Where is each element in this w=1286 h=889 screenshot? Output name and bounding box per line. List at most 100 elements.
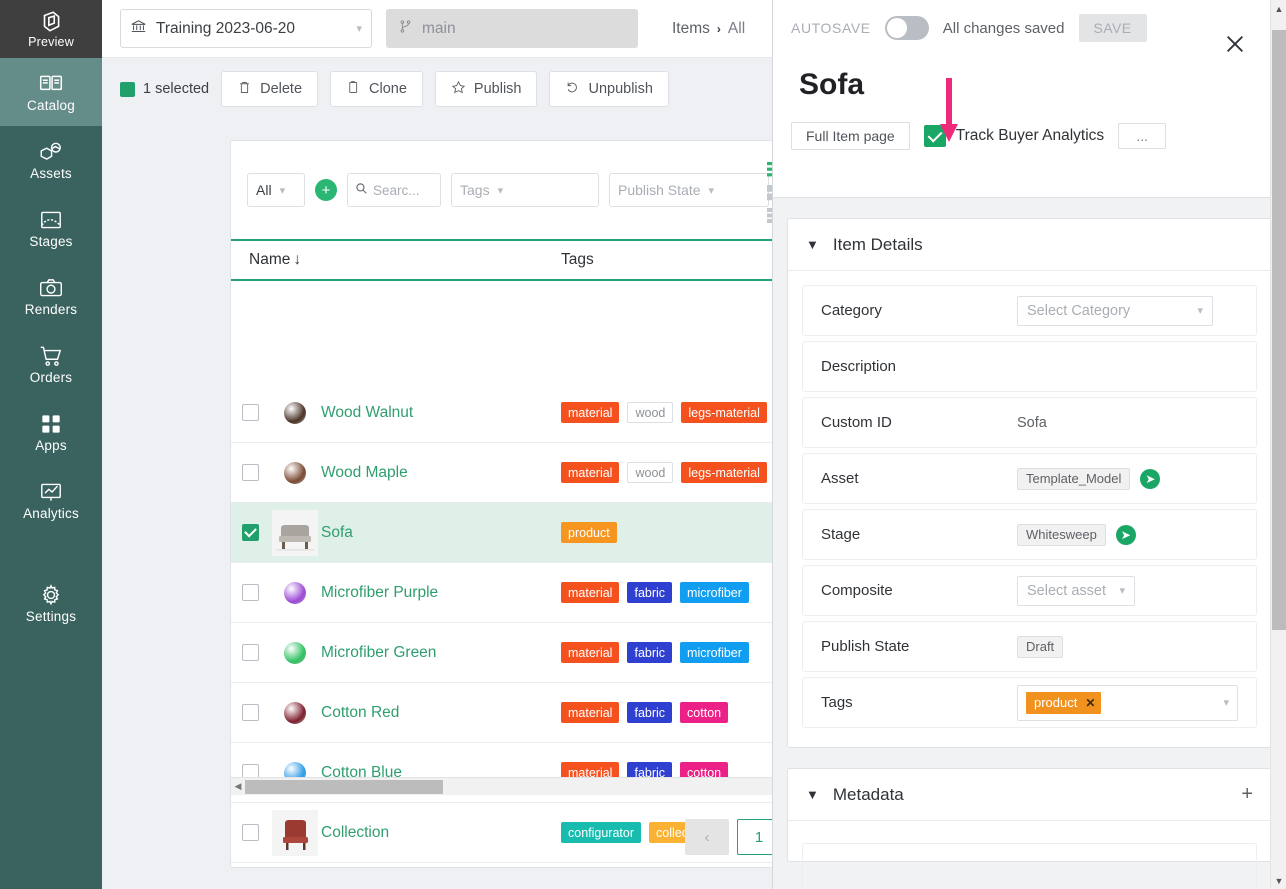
- row-tag[interactable]: legs-material: [681, 462, 767, 483]
- add-item-button[interactable]: +: [315, 179, 337, 201]
- row-tag[interactable]: legs-material: [681, 402, 767, 423]
- hscrollbar-thumb[interactable]: [245, 780, 443, 794]
- project-selector[interactable]: Training 2023-06-20 ▾: [120, 9, 372, 48]
- row-checkbox[interactable]: [241, 524, 259, 541]
- unpublish-button[interactable]: Unpublish: [549, 71, 669, 107]
- row-tag[interactable]: product: [561, 522, 617, 543]
- table-row[interactable]: Collection configurator collection: [231, 803, 833, 863]
- panel-scrollbar[interactable]: ▲ ▼: [1270, 0, 1286, 889]
- selected-square-icon[interactable]: [120, 81, 135, 97]
- row-tag[interactable]: fabric: [627, 582, 673, 603]
- row-name-link[interactable]: Collection: [321, 823, 390, 841]
- row-name-link[interactable]: Cotton Red: [321, 703, 400, 721]
- row-tag[interactable]: material: [561, 402, 620, 423]
- row-tag[interactable]: material: [561, 702, 620, 723]
- sidebar-item-label: Assets: [30, 166, 72, 182]
- clone-button[interactable]: Clone: [330, 71, 423, 107]
- row-checkbox[interactable]: [241, 584, 259, 601]
- publish-button[interactable]: Publish: [434, 71, 538, 107]
- row-tag[interactable]: material: [561, 582, 620, 603]
- row-tag[interactable]: fabric: [627, 642, 673, 663]
- row-tags-cell: material fabric microfiber: [561, 642, 833, 663]
- sidebar-item-analytics[interactable]: Analytics: [0, 466, 102, 534]
- breadcrumb-root[interactable]: Items: [672, 19, 710, 37]
- section-metadata-header[interactable]: ▼ Metadata +: [788, 769, 1271, 821]
- row-checkbox[interactable]: [241, 404, 259, 421]
- table-row[interactable]: Wood Maple material wood legs-material: [231, 443, 833, 503]
- row-name-link[interactable]: Wood Maple: [321, 463, 408, 481]
- tags-filter-select[interactable]: Tags ▾: [451, 173, 599, 207]
- row-tag[interactable]: fabric: [627, 702, 673, 723]
- prev-page-button[interactable]: ‹: [685, 819, 729, 855]
- table-row[interactable]: Microfiber Green material fabric microfiber: [231, 623, 833, 683]
- row-name-link[interactable]: Wood Walnut: [321, 403, 414, 421]
- row-tag[interactable]: configurator: [561, 822, 642, 843]
- field-chip[interactable]: Whitesweep: [1017, 523, 1106, 546]
- sidebar-item-assets[interactable]: Assets: [0, 126, 102, 194]
- row-tag[interactable]: material: [561, 642, 620, 663]
- column-header-tags[interactable]: Tags: [561, 251, 847, 269]
- field-select[interactable]: Select asset ▾: [1017, 575, 1135, 606]
- panel-scroll-up-icon[interactable]: ▲: [1274, 3, 1284, 14]
- table-row[interactable]: Wood Walnut material wood legs-material: [231, 383, 833, 443]
- table-horizontal-scrollbar[interactable]: ◀ ▶: [231, 777, 833, 795]
- row-tag[interactable]: microfiber: [680, 642, 749, 663]
- material-sphere-icon: [284, 641, 306, 664]
- row-tag[interactable]: wood: [627, 462, 674, 483]
- add-metadata-icon[interactable]: +: [1241, 783, 1253, 805]
- table-row[interactable]: Microfiber Purple material fabric microfibe…: [231, 563, 833, 623]
- go-to-icon[interactable]: ➤: [1140, 468, 1161, 489]
- row-tag[interactable]: microfiber: [680, 582, 749, 603]
- publish-state-filter-select[interactable]: Publish State ▾: [609, 173, 769, 207]
- autosave-toggle[interactable]: [884, 16, 929, 40]
- close-icon[interactable]: [1224, 33, 1246, 55]
- detail-field-publish-state: Publish State Draft: [802, 621, 1257, 672]
- track-buyer-analytics-checkbox[interactable]: [923, 125, 946, 147]
- field-select[interactable]: Select Category ▾: [1017, 295, 1213, 326]
- go-to-icon[interactable]: ➤: [1115, 524, 1136, 545]
- panel-scroll-down-icon[interactable]: ▼: [1274, 875, 1284, 886]
- row-tag[interactable]: wood: [627, 402, 674, 423]
- row-checkbox[interactable]: [241, 704, 259, 721]
- sidebar-item-stages[interactable]: Stages: [0, 194, 102, 262]
- material-sphere-icon: [284, 581, 306, 604]
- table-row[interactable]: Cotton Red material fabric cotton: [231, 683, 833, 743]
- section-item-details-header[interactable]: ▼ Item Details: [788, 219, 1271, 271]
- column-header-name[interactable]: Name ↓: [231, 251, 561, 269]
- scroll-left-arrow-icon[interactable]: ◀: [234, 781, 242, 791]
- row-checkbox[interactable]: [241, 824, 259, 841]
- sidebar-item-renders[interactable]: Renders: [0, 262, 102, 330]
- delete-button[interactable]: Delete: [221, 71, 319, 107]
- branch-icon: [398, 19, 413, 39]
- field-tag-chip[interactable]: product ✕: [1026, 691, 1102, 714]
- sidebar-item-orders[interactable]: Orders: [0, 330, 102, 398]
- more-options-button[interactable]: ...: [1118, 123, 1167, 149]
- field-tags-input[interactable]: product ✕ ▾: [1017, 684, 1238, 721]
- panel-scrollbar-thumb[interactable]: [1272, 30, 1286, 630]
- row-name-link[interactable]: Cotton Blue: [321, 763, 402, 781]
- full-item-page-button[interactable]: Full Item page: [791, 122, 910, 150]
- row-name-link[interactable]: Microfiber Green: [321, 643, 437, 661]
- row-name-link[interactable]: Microfiber Purple: [321, 583, 439, 601]
- field-chip[interactable]: Draft: [1017, 635, 1064, 658]
- sidebar-item-settings[interactable]: Settings: [0, 569, 102, 637]
- field-chip[interactable]: Template_Model: [1017, 467, 1131, 490]
- row-tags-cell: material wood legs-material: [561, 462, 833, 483]
- table-row[interactable]: Sofa product: [231, 503, 833, 563]
- detail-field-tags: Tags product ✕ ▾: [802, 677, 1257, 728]
- row-tag[interactable]: cotton: [680, 702, 729, 723]
- type-filter-select[interactable]: All ▾: [247, 173, 305, 207]
- row-thumbnail-cell: [269, 461, 321, 484]
- search-input[interactable]: Searc...: [347, 173, 441, 207]
- sidebar-item-preview[interactable]: Preview: [0, 0, 102, 58]
- sidebar-item-apps[interactable]: Apps: [0, 398, 102, 466]
- save-button[interactable]: SAVE: [1078, 14, 1147, 42]
- sidebar-item-catalog[interactable]: Catalog: [0, 58, 102, 126]
- row-checkbox[interactable]: [241, 464, 259, 481]
- branch-field[interactable]: main: [386, 9, 638, 48]
- row-name-link[interactable]: Sofa: [321, 523, 353, 541]
- row-checkbox[interactable]: [241, 644, 259, 661]
- remove-tag-icon[interactable]: ✕: [1085, 695, 1096, 710]
- row-tag[interactable]: material: [561, 462, 620, 483]
- sort-arrow-icon: ↓: [293, 251, 302, 268]
